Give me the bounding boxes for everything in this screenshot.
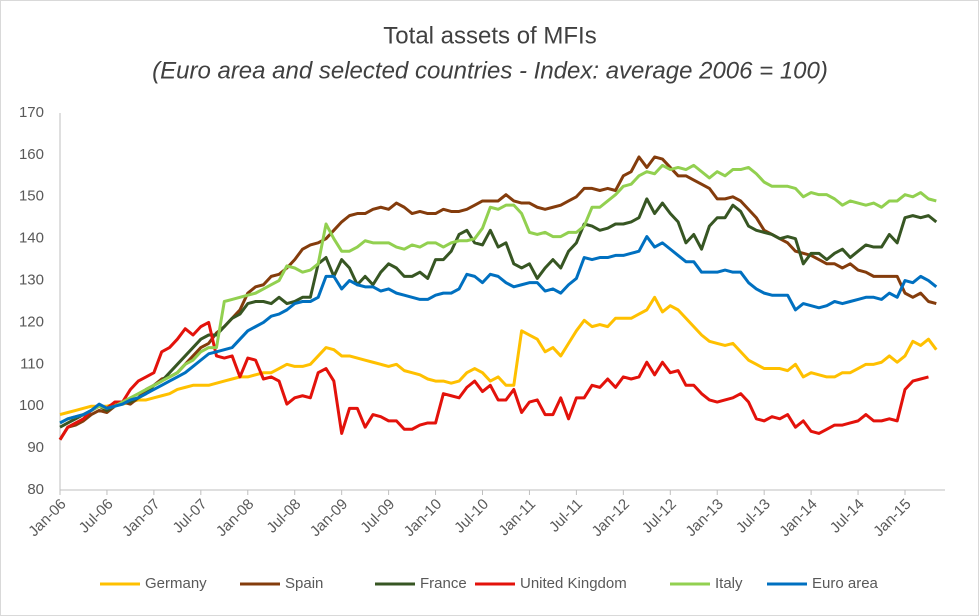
y-tick-label: 100 bbox=[19, 397, 44, 414]
y-tick-label: 80 bbox=[27, 481, 44, 498]
y-tick-label: 170 bbox=[19, 104, 44, 121]
y-tick-label: 90 bbox=[27, 439, 44, 456]
legend-label: Germany bbox=[145, 575, 207, 592]
y-tick-label: 140 bbox=[19, 230, 44, 247]
chart-subtitle: (Euro area and selected countries - Inde… bbox=[152, 57, 828, 84]
legend-label: France bbox=[420, 575, 467, 592]
series-line bbox=[59, 197, 938, 429]
series-line bbox=[59, 235, 938, 425]
legend-label: Spain bbox=[285, 575, 323, 592]
series-line bbox=[59, 163, 937, 425]
y-tick-label: 160 bbox=[19, 146, 44, 163]
y-tick-label: 130 bbox=[19, 272, 44, 289]
series-line bbox=[58, 155, 937, 441]
legend-label: United Kingdom bbox=[520, 575, 627, 592]
chart-title: Total assets of MFIs bbox=[383, 22, 596, 49]
legend-label: Euro area bbox=[812, 575, 879, 592]
series-line bbox=[58, 320, 929, 441]
legend-label: Italy bbox=[715, 575, 743, 592]
y-tick-label: 110 bbox=[20, 355, 44, 372]
y-tick-label: 120 bbox=[19, 313, 44, 330]
series-line bbox=[59, 295, 938, 417]
y-tick-label: 150 bbox=[19, 188, 44, 205]
